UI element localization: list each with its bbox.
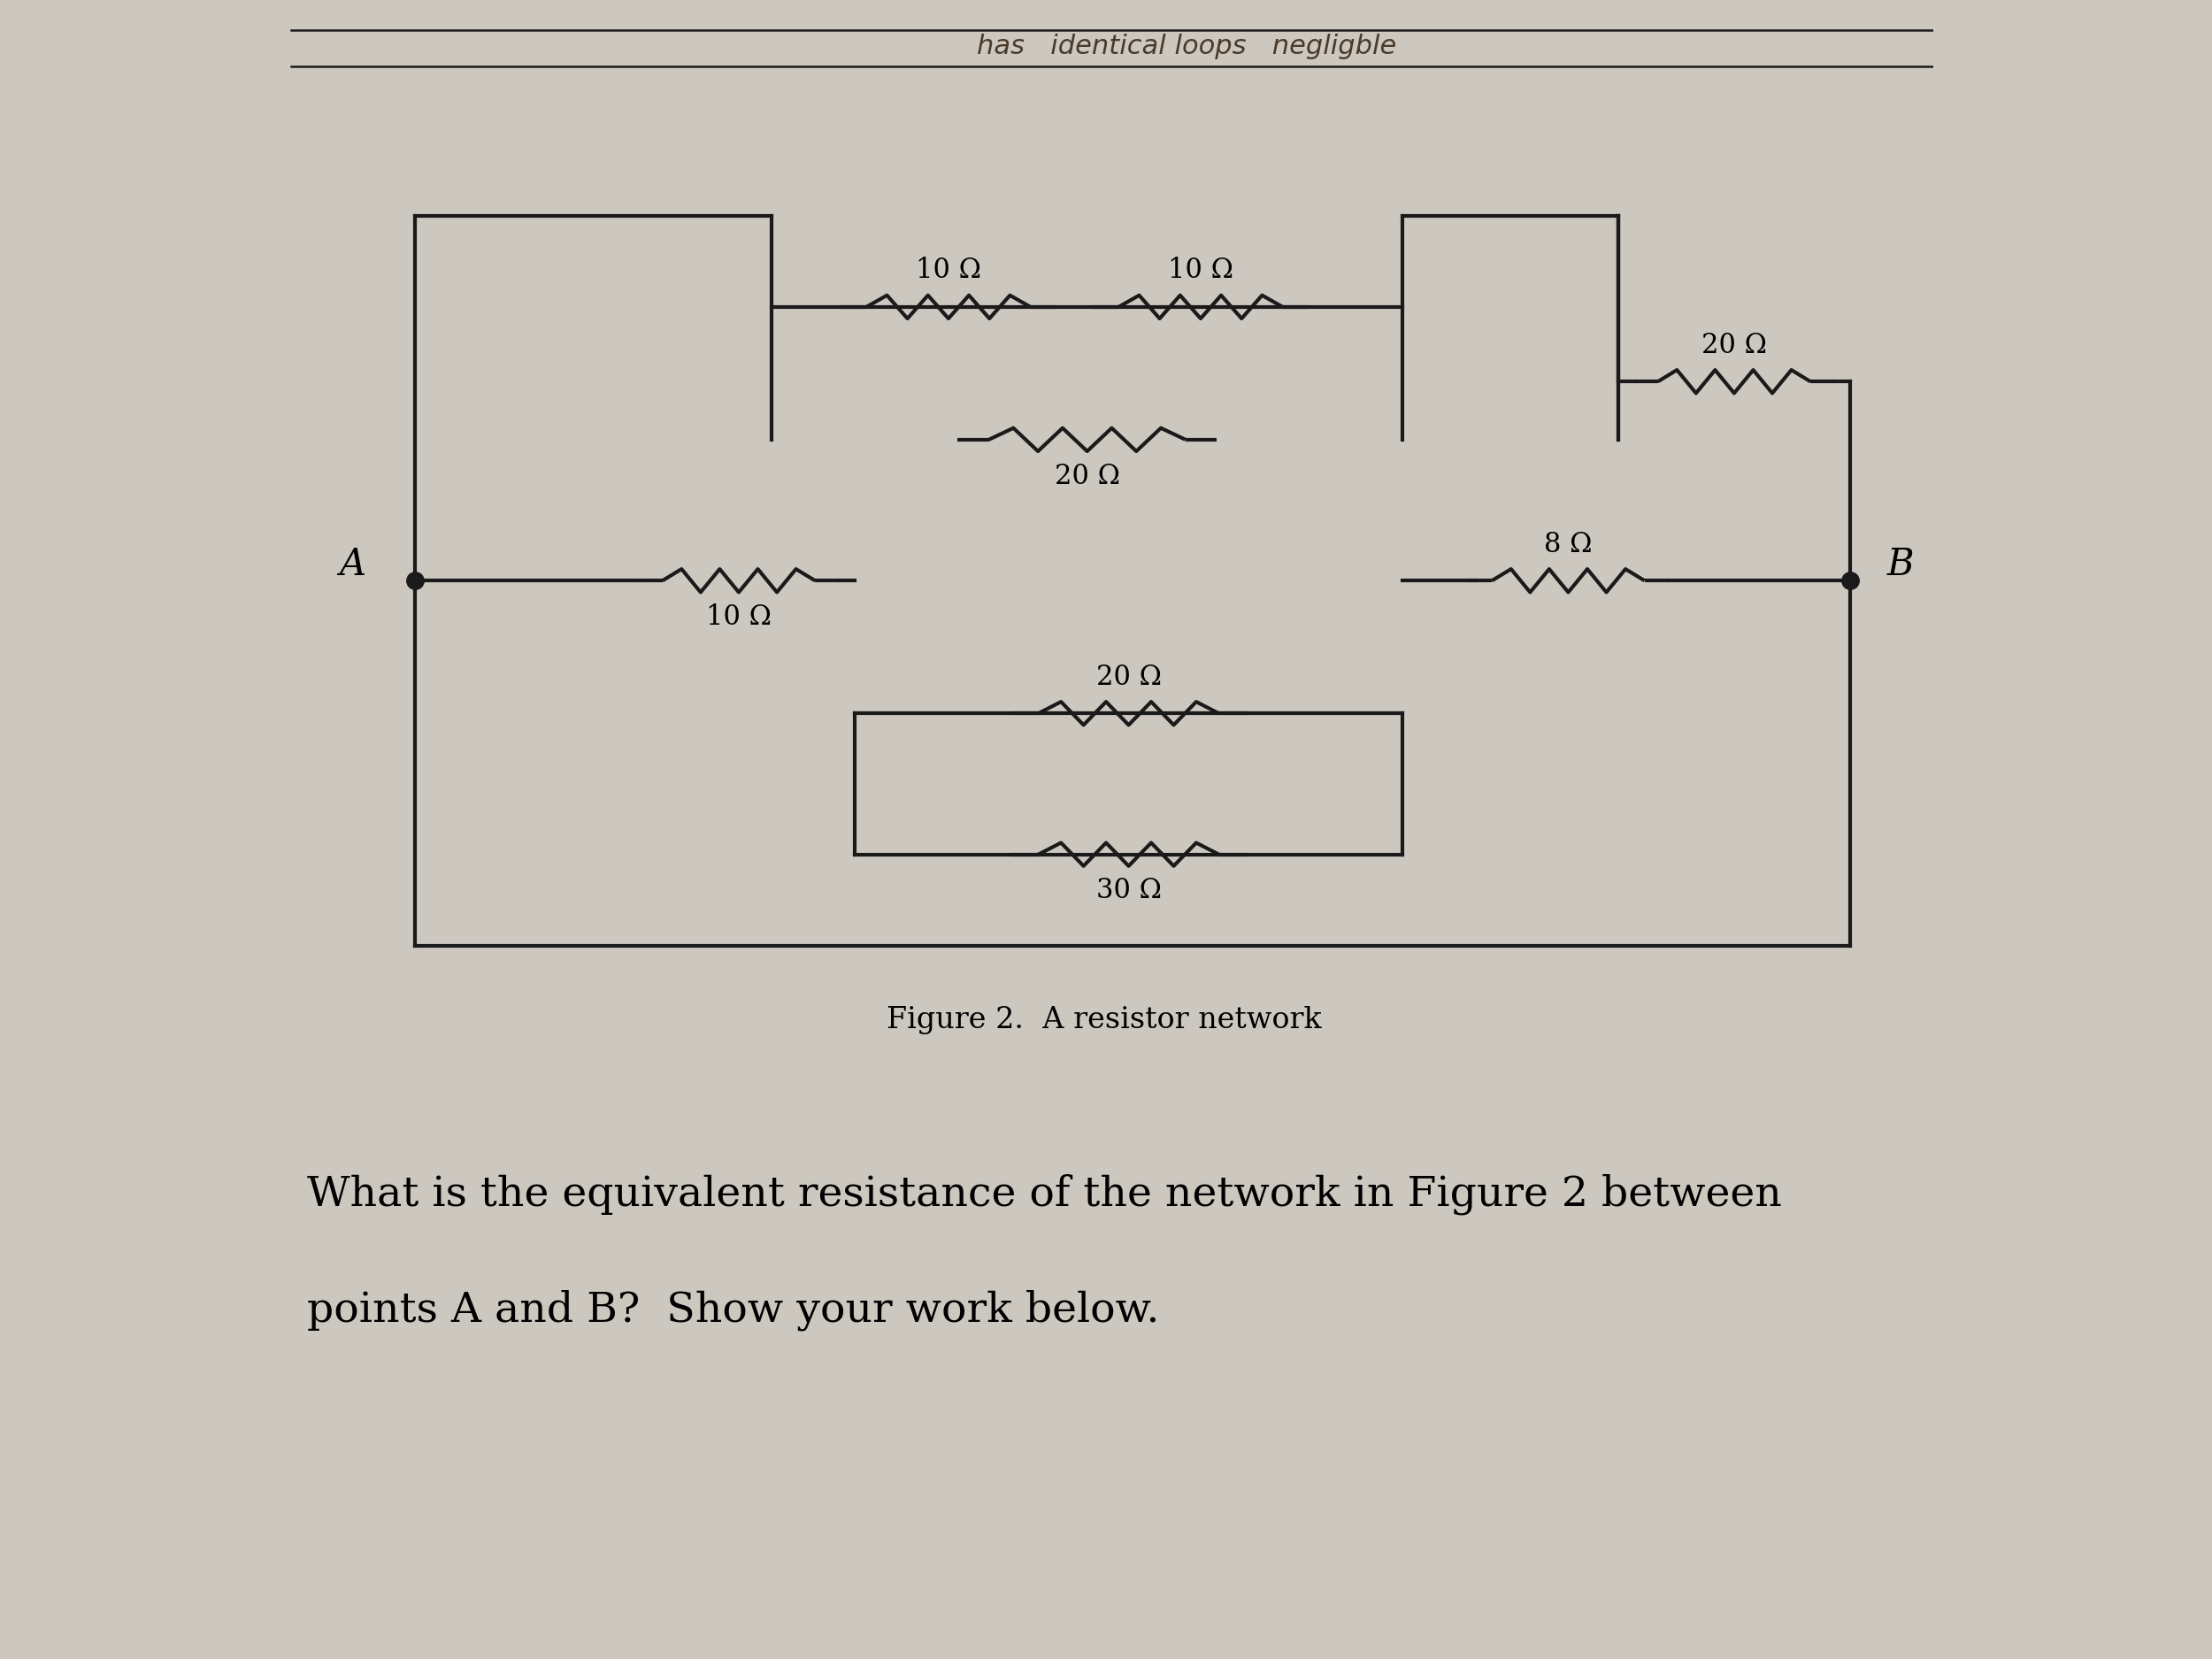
Text: 10 Ω: 10 Ω xyxy=(916,257,982,284)
Text: 10 Ω: 10 Ω xyxy=(1168,257,1234,284)
Text: 10 Ω: 10 Ω xyxy=(706,604,772,630)
Text: points A and B?  Show your work below.: points A and B? Show your work below. xyxy=(307,1291,1159,1331)
Text: has   identical loops   negligble: has identical loops negligble xyxy=(978,33,1396,60)
Text: 30 Ω: 30 Ω xyxy=(1095,878,1161,904)
Text: 20 Ω: 20 Ω xyxy=(1055,463,1119,489)
Text: Figure 2.  A resistor network: Figure 2. A resistor network xyxy=(887,1005,1321,1035)
Text: What is the equivalent resistance of the network in Figure 2 between: What is the equivalent resistance of the… xyxy=(307,1175,1783,1214)
Text: A: A xyxy=(338,546,365,582)
Text: 8 Ω: 8 Ω xyxy=(1544,531,1593,557)
Text: B: B xyxy=(1887,546,1913,582)
Text: 20 Ω: 20 Ω xyxy=(1701,332,1767,358)
Text: 20 Ω: 20 Ω xyxy=(1095,664,1161,690)
